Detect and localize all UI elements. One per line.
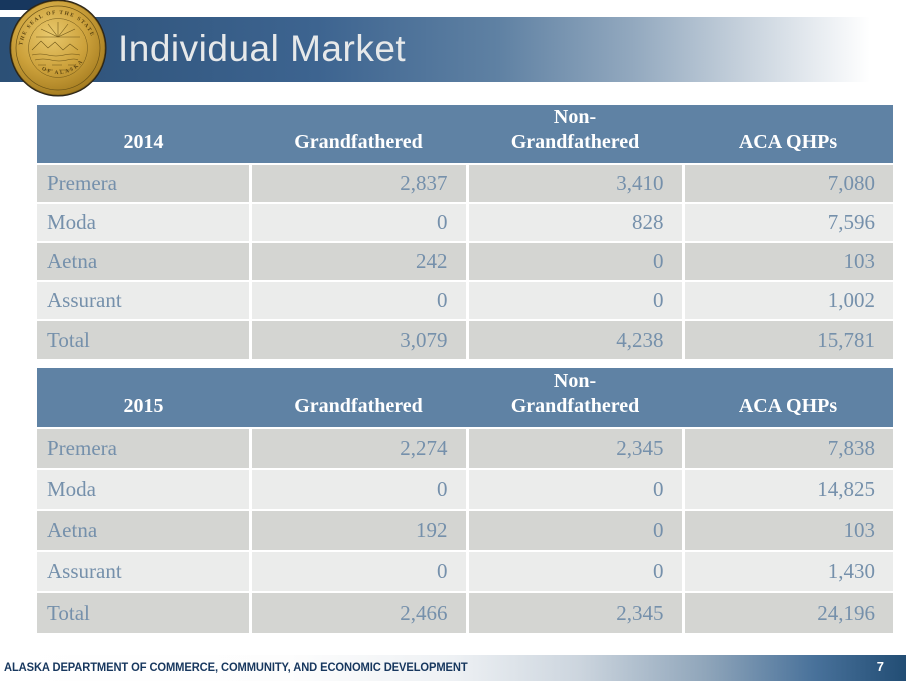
table-year-header: 2015	[37, 368, 250, 428]
value-cell: 4,238	[465, 319, 683, 359]
value-cell: 2,837	[248, 163, 467, 203]
column-header: Non-Grandfathered	[467, 368, 683, 428]
value-cell: 1,002	[681, 280, 893, 320]
carrier-label: Total	[37, 591, 250, 633]
carrier-label: Aetna	[37, 509, 250, 551]
column-header: ACA QHPs	[683, 368, 893, 428]
column-header: ACA QHPs	[683, 105, 893, 164]
value-cell: 2,274	[248, 427, 467, 469]
value-cell: 103	[681, 509, 893, 551]
value-cell: 0	[248, 550, 467, 592]
table-row: Premera 2,274 2,345 7,838	[37, 427, 893, 469]
table-row: Aetna 242 0 103	[37, 241, 893, 281]
column-header: Grandfathered	[250, 368, 467, 428]
carrier-label: Total	[37, 319, 250, 359]
value-cell: 0	[248, 468, 467, 510]
value-cell: 0	[248, 280, 467, 320]
carrier-label: Assurant	[37, 550, 250, 592]
value-cell: 3,410	[465, 163, 683, 203]
column-header: Grandfathered	[250, 105, 467, 164]
value-cell: 1,430	[681, 550, 893, 592]
carrier-label: Assurant	[37, 280, 250, 320]
value-cell: 7,596	[681, 202, 893, 242]
footer-bar: ALASKA DEPARTMENT OF COMMERCE, COMMUNITY…	[0, 655, 906, 681]
value-cell: 7,838	[681, 427, 893, 469]
table-row: Aetna 192 0 103	[37, 509, 893, 551]
value-cell: 3,079	[248, 319, 467, 359]
value-cell: 0	[465, 468, 683, 510]
value-cell: 24,196	[681, 591, 893, 633]
value-cell: 0	[465, 241, 683, 281]
table-header-row: 2015 Grandfathered Non-Grandfathered ACA QH…	[37, 368, 893, 428]
column-header: Non-Grandfathered	[467, 105, 683, 164]
table-row: Moda 0 828 7,596	[37, 202, 893, 242]
value-cell: 14,825	[681, 468, 893, 510]
value-cell: 103	[681, 241, 893, 281]
carrier-label: Moda	[37, 468, 250, 510]
table-row: Assurant 0 0 1,002	[37, 280, 893, 320]
value-cell: 2,345	[465, 427, 683, 469]
table-row: Total 3,079 4,238 15,781	[37, 319, 893, 359]
value-cell: 7,080	[681, 163, 893, 203]
page-number: 7	[876, 659, 884, 674]
value-cell: 0	[465, 280, 683, 320]
value-cell: 828	[465, 202, 683, 242]
carrier-label: Premera	[37, 163, 250, 203]
value-cell: 15,781	[681, 319, 893, 359]
table-year-header: 2014	[37, 105, 250, 164]
value-cell: 2,345	[465, 591, 683, 633]
page-title: Individual Market	[118, 28, 407, 69]
table-row: Total 2,466 2,345 24,196	[37, 591, 893, 633]
value-cell: 242	[248, 241, 467, 281]
table-row: Moda 0 0 14,825	[37, 468, 893, 510]
carrier-label: Premera	[37, 427, 250, 469]
alaska-state-seal-icon: THE SEAL OF THE STATE OF ALASKA	[9, 0, 107, 97]
value-cell: 0	[465, 509, 683, 551]
value-cell: 0	[465, 550, 683, 592]
carrier-label: Moda	[37, 202, 250, 242]
carrier-label: Aetna	[37, 241, 250, 281]
table-header-row: 2014 Grandfathered Non-Grandfathered ACA QH…	[37, 105, 893, 164]
footer-text: ALASKA DEPARTMENT OF COMMERCE, COMMUNITY…	[4, 662, 468, 674]
value-cell: 192	[248, 509, 467, 551]
top-left-accent-bar	[0, 0, 56, 10]
title-banner: Individual Market	[0, 17, 906, 82]
value-cell: 0	[248, 202, 467, 242]
value-cell: 2,466	[248, 591, 467, 633]
individual-market-table-2014: 2014 Grandfathered Non-Grandfathered ACA QH…	[37, 105, 893, 359]
individual-market-table-2015: 2015 Grandfathered Non-Grandfathered ACA QH…	[37, 368, 893, 633]
table-row: Assurant 0 0 1,430	[37, 550, 893, 592]
table-row: Premera 2,837 3,410 7,080	[37, 163, 893, 203]
